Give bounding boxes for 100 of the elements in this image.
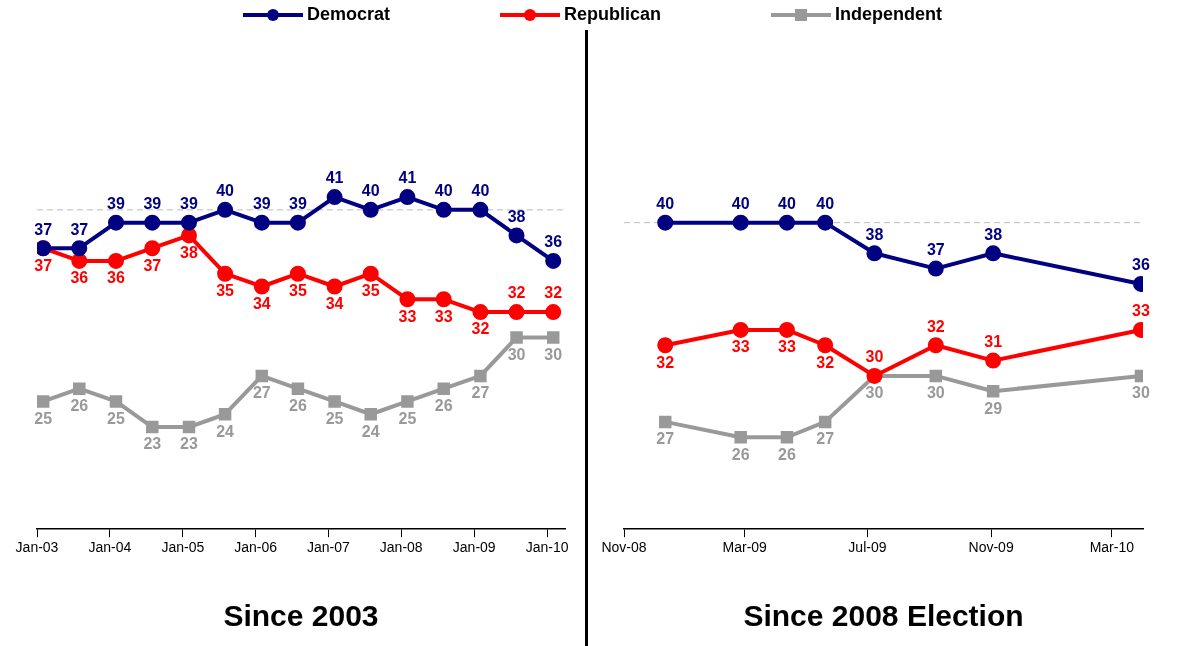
data-label: 34 (252, 294, 271, 312)
point (927, 260, 944, 277)
point (817, 214, 834, 231)
data-label: 40 (656, 195, 675, 213)
data-label: 37 (34, 220, 53, 238)
point (255, 369, 269, 383)
point (985, 245, 1002, 262)
x-tick-label: Mar-09 (722, 539, 768, 556)
point (545, 252, 562, 269)
point (291, 382, 305, 395)
data-label: 40 (731, 195, 750, 213)
point (73, 382, 86, 395)
point (927, 337, 944, 354)
point (778, 321, 795, 338)
data-label: 23 (143, 435, 162, 453)
data-label: 26 (778, 445, 796, 463)
text: Since 2008 Election (743, 599, 1024, 633)
data-label: 37 (70, 220, 89, 238)
data-label: 36 (544, 233, 563, 251)
data-label: 27 (816, 430, 835, 448)
data-label: 40 (816, 195, 835, 213)
data-label: 25 (34, 409, 53, 427)
x-tick-label: Jan-04 (88, 539, 132, 556)
point (326, 189, 343, 206)
data-label: 41 (325, 169, 344, 187)
data-label: 31 (984, 333, 1003, 350)
x-tick-label: Jan-06 (234, 539, 278, 556)
data-label: 32 (816, 353, 835, 371)
point (986, 385, 1000, 398)
point (508, 227, 525, 244)
data-label: 39 (143, 195, 162, 213)
point (289, 265, 306, 282)
data-label: 39 (107, 195, 125, 213)
point (362, 265, 379, 282)
data-label: 38 (984, 225, 1003, 243)
data-label: 40 (434, 182, 453, 200)
data-label: 33 (434, 307, 453, 325)
data-label: 32 (926, 317, 945, 335)
data-label: 36 (1132, 256, 1150, 274)
point (401, 395, 414, 408)
legend-label: Democrat (306, 4, 390, 25)
point (435, 291, 452, 308)
data-label: 23 (180, 435, 198, 453)
point (71, 252, 88, 269)
point (253, 278, 270, 295)
data-label: 33 (778, 338, 796, 356)
x-tick-label: Jan-07 (307, 539, 351, 556)
data-label: 35 (289, 282, 307, 300)
data-label: 30 (544, 346, 563, 364)
point (985, 352, 1002, 369)
data-label: 36 (107, 269, 125, 287)
point (144, 240, 161, 257)
data-label: 27 (471, 384, 490, 402)
data-label: 24 (361, 422, 380, 440)
point (732, 214, 749, 231)
data-label: 25 (398, 409, 417, 427)
data-label: 26 (434, 397, 453, 415)
x-tick-label: Jan-05 (161, 539, 205, 556)
point (474, 369, 487, 383)
x-tick-label: Nov-09 (968, 539, 1014, 556)
point (364, 408, 377, 421)
point (399, 189, 416, 206)
data-label: 30 (1132, 384, 1150, 402)
point (71, 240, 88, 257)
point (657, 214, 674, 231)
data-label: 30 (865, 348, 884, 366)
point (818, 415, 832, 429)
data-label: 30 (865, 384, 884, 402)
point (472, 201, 489, 218)
data-label: 24 (216, 422, 235, 440)
point (778, 214, 795, 231)
legend-label: Republican (564, 4, 662, 25)
data-label: 37 (34, 256, 53, 274)
point (146, 420, 159, 434)
data-label: 38 (180, 243, 198, 261)
data-label: 41 (398, 169, 417, 187)
data-label: 38 (865, 225, 884, 243)
point (107, 252, 124, 269)
data-label: 26 (289, 397, 307, 415)
data-label: 37 (926, 241, 945, 259)
data-label: 32 (507, 284, 526, 302)
legend-label: Independent (835, 4, 943, 25)
data-label: 32 (471, 320, 490, 338)
data-label: 40 (216, 182, 235, 200)
data-label: 33 (398, 307, 417, 325)
data-label: 40 (471, 182, 490, 200)
data-label: 35 (216, 282, 235, 300)
data-label: 36 (70, 269, 89, 287)
point (545, 304, 562, 321)
point (107, 214, 124, 231)
x-tick-label: Jan-09 (452, 539, 496, 556)
point (510, 331, 523, 344)
data-label: 32 (544, 284, 563, 302)
data-label: 26 (731, 445, 750, 463)
data-label: 40 (778, 195, 796, 213)
data-label: 39 (180, 195, 198, 213)
data-label: 34 (325, 294, 344, 312)
point (817, 337, 834, 354)
data-label: 25 (107, 409, 125, 427)
x-tick-label: Jan-10 (525, 539, 569, 556)
